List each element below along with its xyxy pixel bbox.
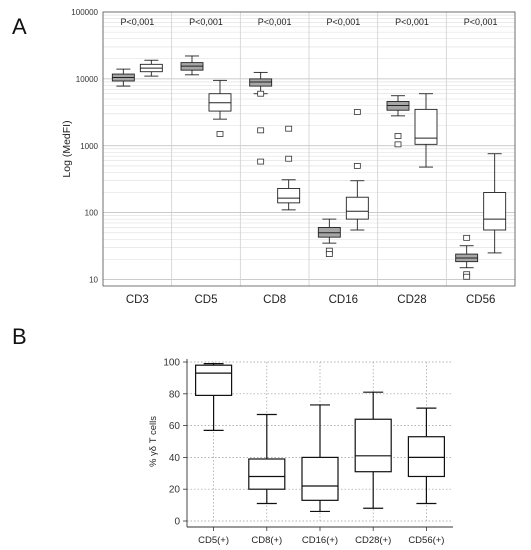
outlier-point xyxy=(353,162,361,169)
y-tick-label: 40 xyxy=(169,453,181,464)
outlier-point xyxy=(325,251,333,257)
outlier-point xyxy=(285,125,293,132)
outlier-point xyxy=(463,273,471,280)
outlier-point xyxy=(463,234,471,241)
category-label: CD16 xyxy=(329,294,358,306)
category-label: CD28(+) xyxy=(355,535,391,546)
chart-b: 0 20 40 60 80 100 CD5(+) CD8(+) CD16(+) CD28(+) CD… xyxy=(148,358,453,546)
panel-b-label: B xyxy=(12,324,27,349)
box xyxy=(354,418,392,473)
y-tick-label: 60 xyxy=(169,421,181,432)
y-tick-label: 0 xyxy=(174,517,180,528)
outlier-point xyxy=(257,127,265,134)
p-value-label: P<0,001 xyxy=(464,17,498,27)
outlier-point xyxy=(257,158,265,165)
outlier-point xyxy=(394,133,402,139)
p-value-label: P<0,001 xyxy=(258,17,292,27)
y-tick-label: 10 xyxy=(89,276,98,285)
chart-a: 10 100 1000 10000 100000 P<0,001 CD3 P<0,001 CD5… xyxy=(61,8,516,306)
box xyxy=(483,192,507,231)
category-label: CD56(+) xyxy=(408,535,444,546)
category-label: CD3 xyxy=(126,294,149,306)
box xyxy=(345,196,369,220)
p-value-label: P<0,001 xyxy=(189,17,223,27)
p-value-label: P<0,001 xyxy=(120,17,154,27)
box xyxy=(301,456,339,501)
outlier-point xyxy=(257,90,265,97)
y-tick-label: 80 xyxy=(169,389,181,400)
box xyxy=(249,78,273,87)
outlier-point xyxy=(353,109,361,115)
y-tick-label: 10000 xyxy=(76,75,99,84)
box xyxy=(277,187,301,204)
box xyxy=(407,436,445,478)
panel-a-label: A xyxy=(12,14,27,39)
category-label: CD28 xyxy=(397,294,426,306)
y-tick-label: 1000 xyxy=(80,142,98,151)
category-label: CD5(+) xyxy=(198,535,229,546)
p-value-label: P<0,001 xyxy=(326,17,360,27)
p-value-label: P<0,001 xyxy=(395,17,429,27)
category-label: CD8(+) xyxy=(251,535,282,546)
y-axis-label: % γδ T cells xyxy=(148,416,159,467)
y-tick-label: 100 xyxy=(85,209,99,218)
category-label: CD16(+) xyxy=(302,535,338,546)
category-label: CD56 xyxy=(466,294,495,306)
category-label: CD8 xyxy=(263,294,286,306)
outlier-point xyxy=(394,141,402,148)
box xyxy=(248,458,286,490)
y-axis-label: Log (MedFI) xyxy=(61,120,73,177)
outlier-point xyxy=(216,131,224,137)
outlier-point xyxy=(285,155,293,162)
box xyxy=(414,108,438,145)
y-tick-label: 20 xyxy=(169,485,181,496)
plot-frame xyxy=(102,11,516,287)
y-tick-label: 100000 xyxy=(71,8,98,17)
box xyxy=(195,364,233,396)
category-label: CD5 xyxy=(194,294,217,306)
y-tick-label: 100 xyxy=(163,358,180,369)
